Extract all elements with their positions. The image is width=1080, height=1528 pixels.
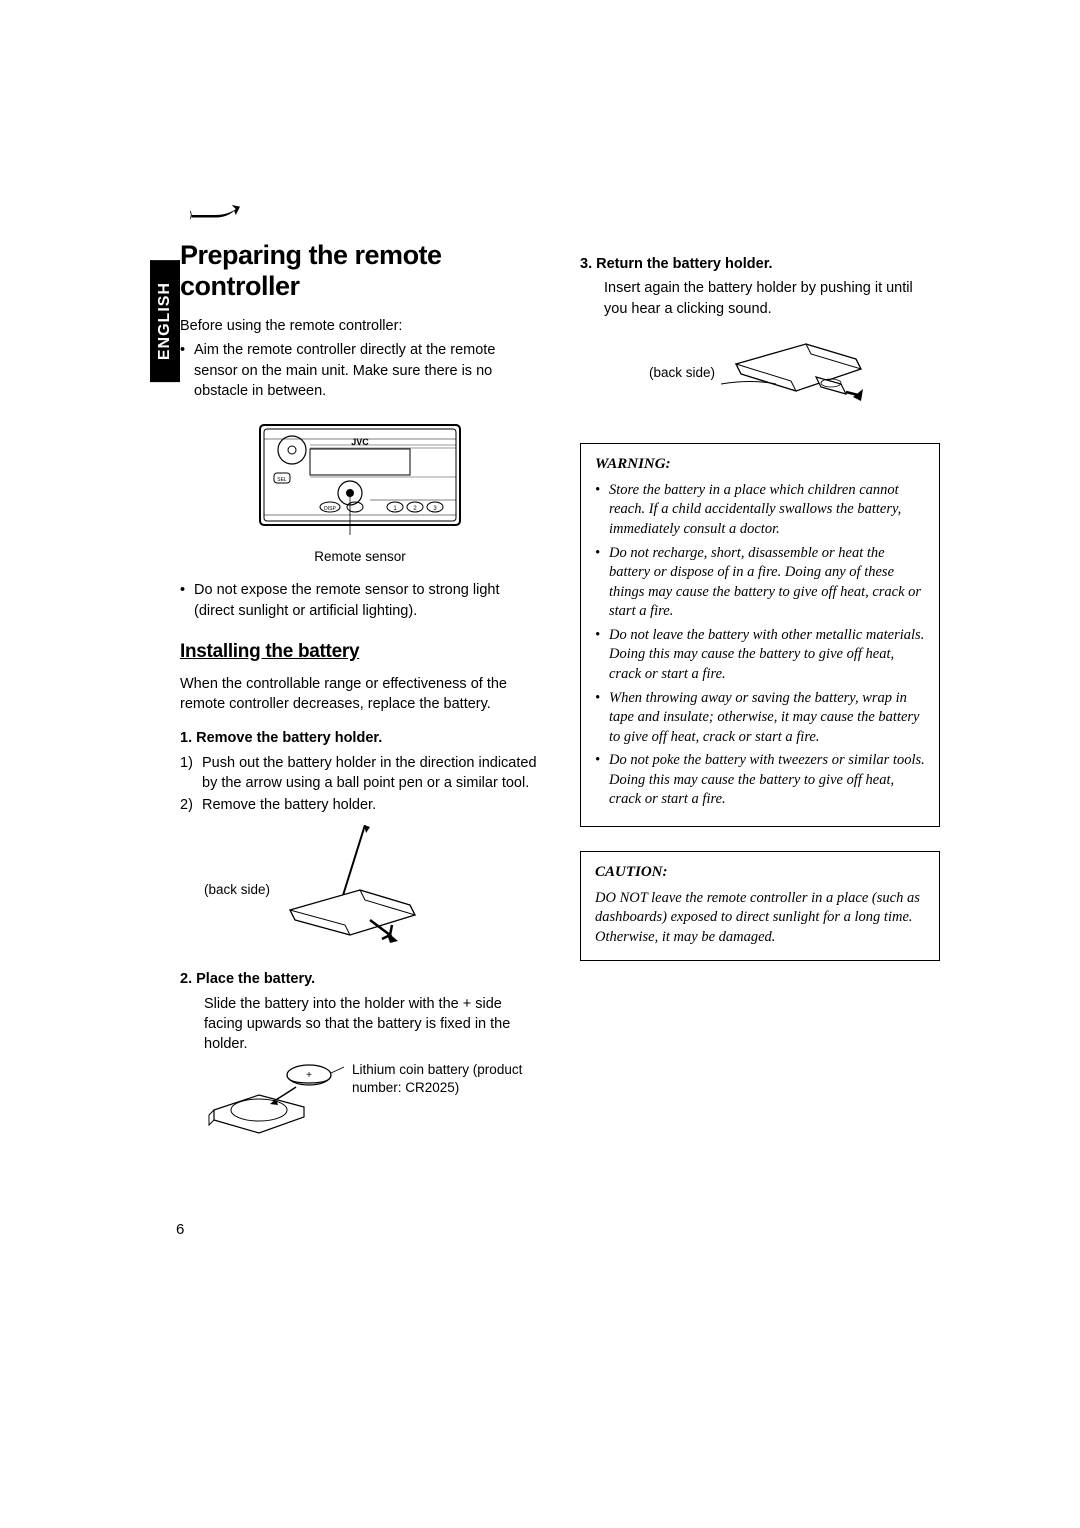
step-1-line-1: 1)Push out the battery holder in the dir… <box>180 753 540 794</box>
intro-bullet: Aim the remote controller directly at th… <box>180 340 540 401</box>
radio-unit-icon: JVC SEL 1 2 3 DISP <box>250 415 470 535</box>
battery-holder-remove-icon <box>270 825 430 955</box>
battery-holder-return-icon <box>721 329 871 419</box>
step-2-heading: 2. Place the battery. <box>180 969 540 989</box>
subheading-installing: Installing the battery <box>180 639 540 666</box>
warning-item: Do not poke the battery with tweezers or… <box>595 751 925 810</box>
battery-insert-icon: + <box>204 1055 344 1145</box>
page-title: Preparing the remote controller <box>180 240 540 302</box>
intro-text: Before using the remote controller: <box>180 316 540 336</box>
figure-step1-label: (back side) <box>204 881 270 900</box>
figure-sensor-caption: Remote sensor <box>180 548 540 567</box>
subheading-intro: When the controllable range or effective… <box>180 674 540 715</box>
step-2-body: Slide the battery into the holder with t… <box>180 994 540 1055</box>
page-number: 6 <box>176 1221 184 1238</box>
warning-box: WARNING: Store the battery in a place wh… <box>580 443 940 827</box>
figure-step-3: (back side) <box>580 329 940 419</box>
step-1-heading: 1. Remove the battery holder. <box>180 728 540 748</box>
svg-text:SEL: SEL <box>277 477 287 483</box>
svg-text:DISP: DISP <box>324 506 336 512</box>
figure-step3-label: (back side) <box>649 364 715 383</box>
figure-step-1: (back side) <box>180 825 540 955</box>
language-tab: ENGLISH <box>150 260 180 382</box>
content-area: Preparing the remote controller Before u… <box>140 240 940 1145</box>
svg-text:+: + <box>306 1070 312 1081</box>
left-column: Preparing the remote controller Before u… <box>140 240 540 1145</box>
step-3-body: Insert again the battery holder by pushi… <box>580 278 940 319</box>
warning-item: Do not recharge, short, disassemble or h… <box>595 544 925 622</box>
step-1-line-2: 2)Remove the battery holder. <box>180 795 540 815</box>
figure-step-2-caption: Lithium coin battery (product number: CR… <box>352 1055 540 1097</box>
intro-bullets: Aim the remote controller directly at th… <box>180 340 540 401</box>
sensor-bullets: Do not expose the remote sensor to stron… <box>180 580 540 621</box>
step-3-heading: 3. Return the battery holder. <box>580 254 940 274</box>
figure-remote-sensor: JVC SEL 1 2 3 DISP <box>180 415 540 566</box>
warning-item: Store the battery in a place which child… <box>595 481 925 540</box>
caution-title: CAUTION: <box>595 862 925 883</box>
figure-step-2: + Lithium coin battery (product number: … <box>180 1055 540 1145</box>
sensor-bullet: Do not expose the remote sensor to stron… <box>180 580 540 621</box>
warning-item: When throwing away or saving the battery… <box>595 689 925 748</box>
warning-list: Store the battery in a place which child… <box>595 481 925 810</box>
svg-text:1: 1 <box>393 506 397 512</box>
caution-box: CAUTION: DO NOT leave the remote control… <box>580 851 940 961</box>
svg-text:JVC: JVC <box>351 437 369 447</box>
step-1-list: 1)Push out the battery holder in the dir… <box>180 753 540 816</box>
decorative-arrow-icon <box>190 200 240 230</box>
right-column: 3. Return the battery holder. Insert aga… <box>580 240 940 1145</box>
warning-title: WARNING: <box>595 454 925 475</box>
svg-text:3: 3 <box>433 506 437 512</box>
caution-text: DO NOT leave the remote controller in a … <box>595 889 925 948</box>
svg-text:2: 2 <box>413 506 417 512</box>
warning-item: Do not leave the battery with other meta… <box>595 626 925 685</box>
